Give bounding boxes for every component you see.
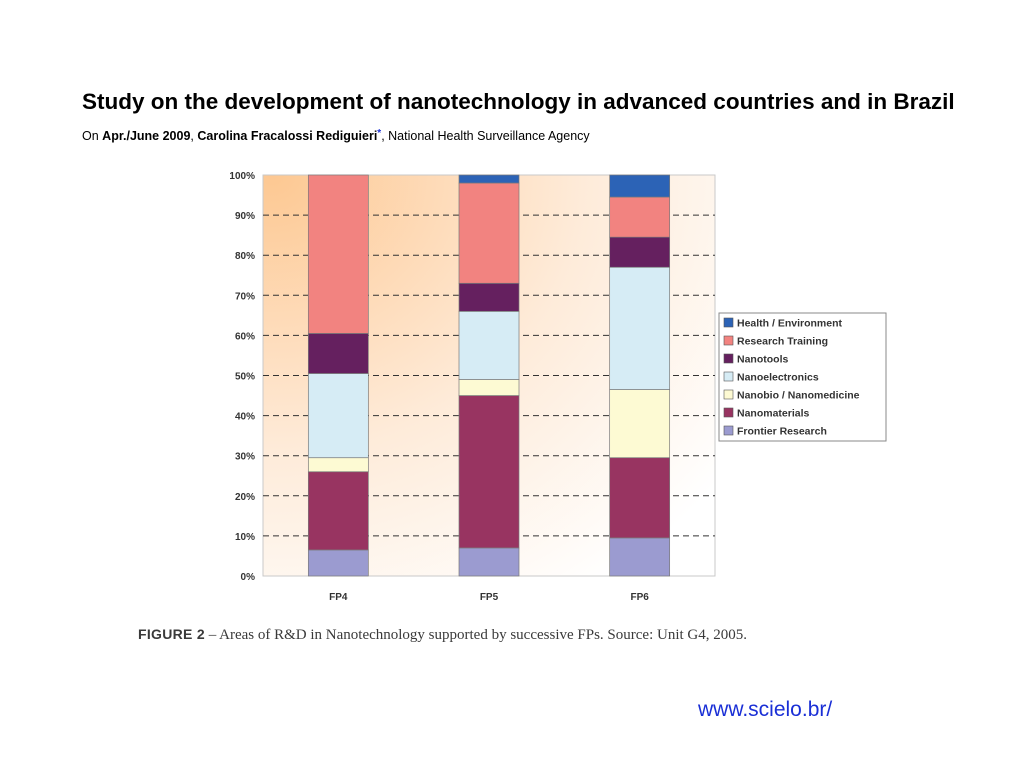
axes: 0% 10% 20% 30% 40% 50% 60% 70% 80% 90% 100% FP4 FP5 F… [229,171,649,603]
author-footnote-mark[interactable]: * [377,128,382,139]
bar-segment [307,174,369,334]
y-tick-label: 70% [235,291,255,302]
bar-segment [307,373,369,459]
bar-segment [609,174,671,198]
y-tick-label: 90% [235,211,255,222]
bar-segment [609,236,671,268]
legend-label: Health / Environment [737,318,843,330]
legend-swatch [723,353,734,364]
bar-segment [307,471,369,551]
bars [307,174,671,577]
caption-label: FIGURE 2 [138,626,205,642]
title-text: Study on the development of nanotechnolo… [82,89,955,114]
y-tick-label: 10% [235,532,255,543]
bar-segment [458,174,520,184]
legend-swatch [723,371,734,382]
legend-swatch [723,389,734,400]
y-tick-label: 100% [229,171,255,182]
legend-swatch [723,425,734,436]
legend-swatch [723,335,734,346]
y-tick-label: 80% [235,251,255,262]
source-link[interactable]: www.scielo.br/ [698,698,833,721]
bar-segment [458,395,520,549]
legend-label: Nanotools [737,354,788,366]
byline: On Apr./June 2009, Carolina Fracalossi R… [82,128,590,143]
bar-segment [458,282,520,312]
legend-swatch [723,317,734,328]
byline-author: Carolina Fracalossi Rediguieri [197,129,378,143]
byline-prefix: On [82,129,99,143]
legend-label: Nanobio / Nanomedicine [737,390,860,402]
bar-segment [609,537,671,577]
bar-segment [307,457,369,473]
bar-segment [609,457,671,539]
bar-segment [458,547,520,577]
x-tick-label: FP4 [329,592,348,603]
legend-label: Nanomaterials [737,408,810,420]
figure-caption: FIGURE 2 – Areas of R&D in Nanotechnolog… [138,626,747,644]
legend-swatch [723,407,734,418]
legend-label: Research Training [737,336,828,348]
bar-segment [458,379,520,396]
bar-segment [609,196,671,238]
x-tick-label: FP6 [630,592,649,603]
byline-agency: , National Health Surveillance Agency [381,129,590,143]
bar-segment [458,310,520,380]
bar-segment [609,266,671,390]
bar-segment [307,549,369,577]
y-tick-label: 30% [235,452,255,463]
bar-segment [307,333,369,374]
bar-segment [458,182,520,284]
y-tick-label: 60% [235,331,255,342]
caption-text: – Areas of R&D in Nanotechnology support… [204,627,747,643]
legend: Health / Environment Research Training Nan… [718,312,887,442]
y-tick-label: 0% [241,572,256,583]
x-tick-label: FP5 [480,592,499,603]
bar-segment [609,389,671,459]
byline-date: Apr./June 2009 [102,129,191,143]
y-tick-label: 50% [235,372,255,383]
legend-label: Frontier Research [737,426,827,438]
legend-label: Nanoelectronics [737,372,819,384]
slide-title: Study on the development of nanotechnolo… [82,86,962,152]
y-tick-label: 20% [235,492,255,503]
y-tick-label: 40% [235,412,255,423]
legend-box [718,312,887,442]
